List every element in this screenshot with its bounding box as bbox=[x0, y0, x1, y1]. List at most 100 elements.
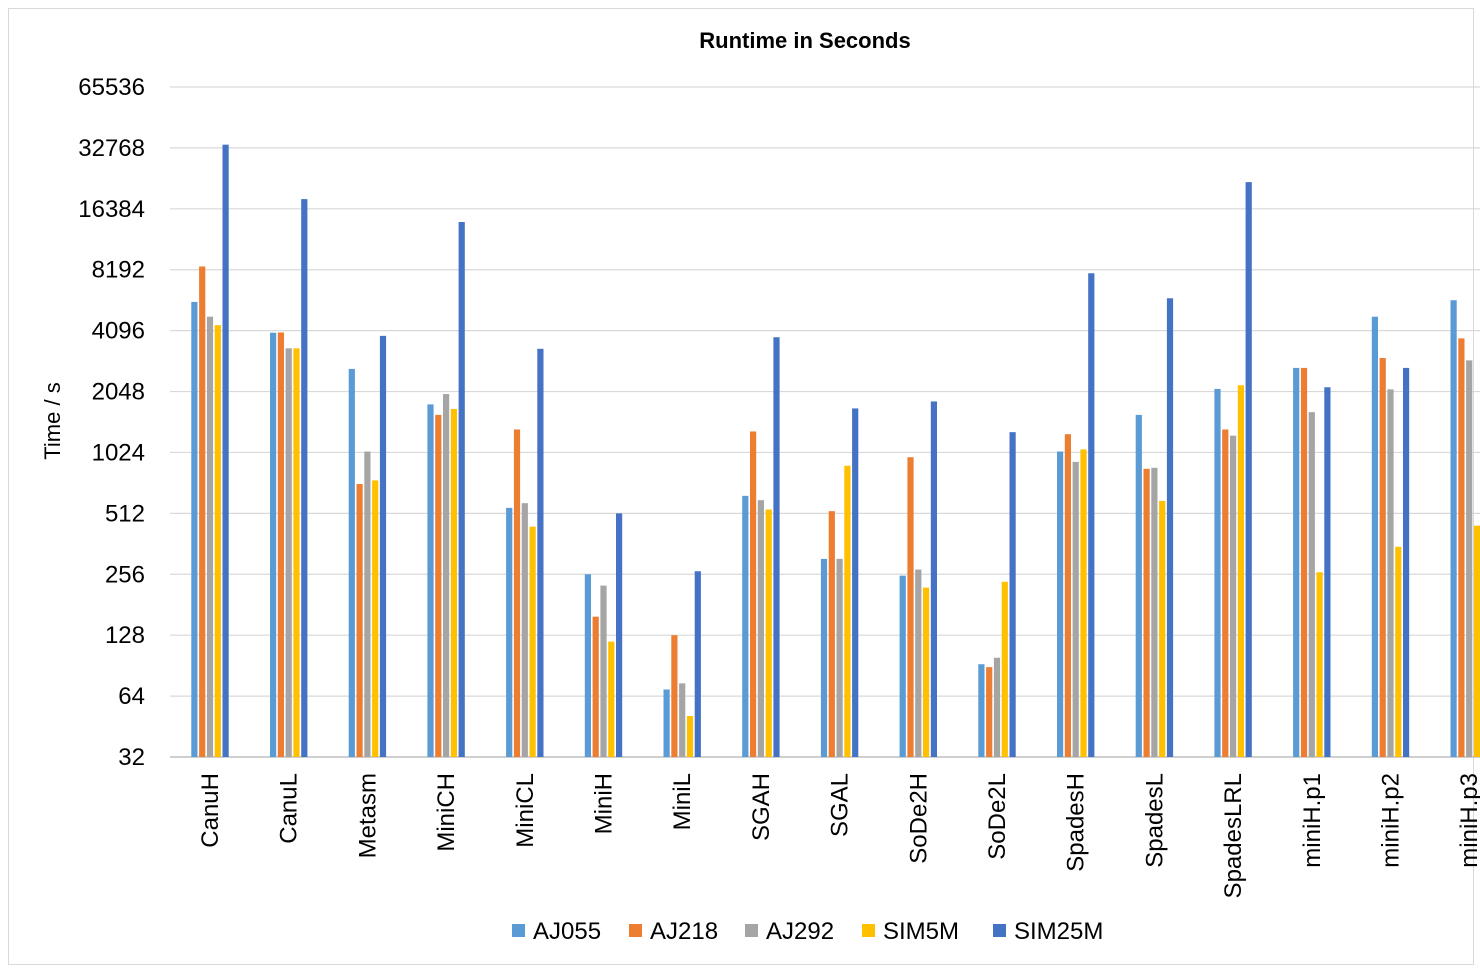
x-tick-SoDe2L: SoDe2L bbox=[984, 773, 1011, 860]
bar-SoDe2H-SIM5M bbox=[923, 587, 930, 757]
gridlines bbox=[170, 86, 1480, 758]
bar-MiniCL-SIM25M bbox=[537, 348, 544, 757]
y-tick-16384: 16384 bbox=[78, 196, 145, 223]
legend-label-AJ218: AJ218 bbox=[650, 918, 718, 945]
y-tick-512: 512 bbox=[105, 500, 145, 527]
bar-SGAH-AJ055 bbox=[742, 495, 749, 757]
bar-SpadesH-AJ055 bbox=[1057, 451, 1064, 757]
x-tick-SGAL: SGAL bbox=[827, 773, 854, 837]
bar-CanuH-AJ292 bbox=[206, 316, 214, 757]
bar-MiniCH-AJ218 bbox=[435, 414, 442, 757]
bar-Metasm-AJ292 bbox=[364, 451, 371, 757]
bar-MiniH-AJ055 bbox=[584, 574, 591, 757]
bar-SGAL-SIM25M bbox=[852, 408, 859, 757]
bar-SGAH-AJ218 bbox=[750, 431, 757, 757]
bar-CanuL-AJ292 bbox=[285, 348, 292, 757]
y-tick-32768: 32768 bbox=[78, 135, 145, 162]
bar-SoDe2L-AJ055 bbox=[978, 664, 985, 757]
bar-CanuL-AJ055 bbox=[270, 332, 277, 757]
bar-miniH.p3-AJ055 bbox=[1450, 300, 1457, 757]
bar-MiniCL-SIM5M bbox=[529, 526, 536, 757]
bar-SGAL-SIM5M bbox=[844, 465, 851, 757]
bar-SpadesLRL-AJ055 bbox=[1214, 388, 1221, 757]
bar-MiniCL-AJ218 bbox=[513, 429, 521, 757]
bar-SGAL-AJ218 bbox=[828, 511, 835, 757]
bar-SpadesLRL-SIM25M bbox=[1245, 182, 1252, 758]
bar-SpadesH-AJ218 bbox=[1064, 434, 1071, 757]
chart-title: Runtime in Seconds bbox=[699, 28, 910, 53]
x-tick-SpadesLRL: SpadesLRL bbox=[1220, 773, 1247, 898]
bar-miniH.p2-SIM25M bbox=[1403, 367, 1410, 757]
bar-miniH.p3-AJ218 bbox=[1458, 338, 1465, 757]
bar-Metasm-AJ055 bbox=[348, 368, 355, 757]
bar-MiniL-AJ055 bbox=[663, 689, 670, 757]
bar-CanuH-SIM25M bbox=[222, 144, 229, 757]
bar-SoDe2H-AJ218 bbox=[907, 457, 914, 757]
bar-MiniH-AJ292 bbox=[600, 585, 607, 757]
legend-label-SIM5M: SIM5M bbox=[883, 918, 959, 945]
bar-MiniCL-AJ292 bbox=[521, 503, 528, 757]
y-tick-4096: 4096 bbox=[92, 318, 145, 345]
bar-SGAL-AJ292 bbox=[836, 558, 843, 757]
bar-MiniL-SIM5M bbox=[686, 716, 694, 757]
bar-miniH.p2-AJ055 bbox=[1371, 316, 1378, 757]
bar-MiniL-SIM25M bbox=[694, 571, 701, 757]
legend-swatch-AJ055 bbox=[512, 924, 525, 937]
bar-SpadesH-AJ292 bbox=[1072, 461, 1079, 757]
bar-SpadesL-SIM25M bbox=[1166, 298, 1174, 757]
bar-MiniH-SIM25M bbox=[616, 513, 623, 757]
x-tick-labels: CanuH CanuL Metasm MiniCH MiniCL MiniH MiniL SG… bbox=[197, 773, 1480, 898]
x-tick-CanuL: CanuL bbox=[276, 773, 303, 844]
bar-SpadesLRL-AJ292 bbox=[1230, 435, 1237, 757]
chart-frame bbox=[8, 8, 1474, 965]
legend-swatch-AJ218 bbox=[629, 924, 642, 937]
bar-MiniCH-AJ055 bbox=[427, 404, 434, 757]
legend-swatch-SIM5M bbox=[862, 924, 875, 937]
bar-SoDe2L-AJ218 bbox=[986, 667, 993, 757]
bar-MiniCH-AJ292 bbox=[443, 394, 450, 757]
bar-SoDe2H-AJ292 bbox=[915, 569, 922, 757]
bar-SpadesLRL-SIM5M bbox=[1237, 385, 1244, 757]
x-tick-SoDe2H: SoDe2H bbox=[905, 773, 932, 864]
bar-MiniCH-SIM5M bbox=[450, 408, 457, 757]
bar-Metasm-SIM25M bbox=[379, 335, 387, 757]
bar-miniH.p3-AJ292 bbox=[1466, 360, 1473, 757]
bar-SoDe2L-SIM5M bbox=[1001, 581, 1008, 757]
bar-miniH.p2-AJ218 bbox=[1379, 357, 1386, 757]
bar-SoDe2H-SIM25M bbox=[930, 401, 937, 757]
bar-miniH.p2-SIM5M bbox=[1395, 546, 1402, 757]
bar-SGAH-SIM25M bbox=[773, 337, 780, 757]
y-tick-8192: 8192 bbox=[92, 257, 145, 284]
bar-CanuL-SIM5M bbox=[293, 348, 300, 757]
bar-SpadesH-SIM25M bbox=[1088, 273, 1095, 757]
y-tick-128: 128 bbox=[105, 622, 145, 649]
x-tick-SGAH: SGAH bbox=[748, 773, 775, 841]
bar-miniH.p1-SIM25M bbox=[1324, 387, 1331, 757]
legend-swatch-SIM25M bbox=[993, 924, 1006, 937]
x-tick-SpadesH: SpadesH bbox=[1063, 773, 1090, 872]
bar-miniH.p1-AJ218 bbox=[1300, 367, 1308, 757]
y-axis-label: Time / s bbox=[40, 382, 65, 459]
bar-CanuL-SIM25M bbox=[301, 199, 308, 758]
bar-SoDe2L-SIM25M bbox=[1009, 432, 1016, 757]
bar-MiniH-AJ218 bbox=[592, 616, 599, 757]
bar-SGAL-AJ055 bbox=[820, 558, 828, 757]
y-tick-labels: 32 64 128 256 512 1024 2048 4096 8192 16384 32768 6… bbox=[78, 74, 145, 771]
bar-Metasm-SIM5M bbox=[372, 480, 379, 757]
x-tick-miniH.p2: miniH.p2 bbox=[1378, 773, 1405, 868]
bar-MiniCL-AJ055 bbox=[506, 507, 513, 757]
bar-SoDe2L-AJ292 bbox=[993, 657, 1001, 757]
x-tick-MiniL: MiniL bbox=[669, 773, 696, 830]
legend-label-AJ055: AJ055 bbox=[533, 918, 601, 945]
y-tick-64: 64 bbox=[118, 683, 145, 710]
bar-CanuL-AJ218 bbox=[277, 332, 284, 757]
x-tick-CanuH: CanuH bbox=[197, 773, 224, 848]
y-tick-2048: 2048 bbox=[92, 379, 145, 406]
bar-SGAH-AJ292 bbox=[757, 500, 764, 757]
bar-miniH.p1-SIM5M bbox=[1316, 572, 1323, 757]
bars bbox=[191, 144, 1480, 758]
x-tick-miniH.p3: miniH.p3 bbox=[1456, 773, 1480, 868]
y-tick-65536: 65536 bbox=[78, 74, 145, 101]
bar-MiniCH-SIM25M bbox=[458, 222, 465, 758]
